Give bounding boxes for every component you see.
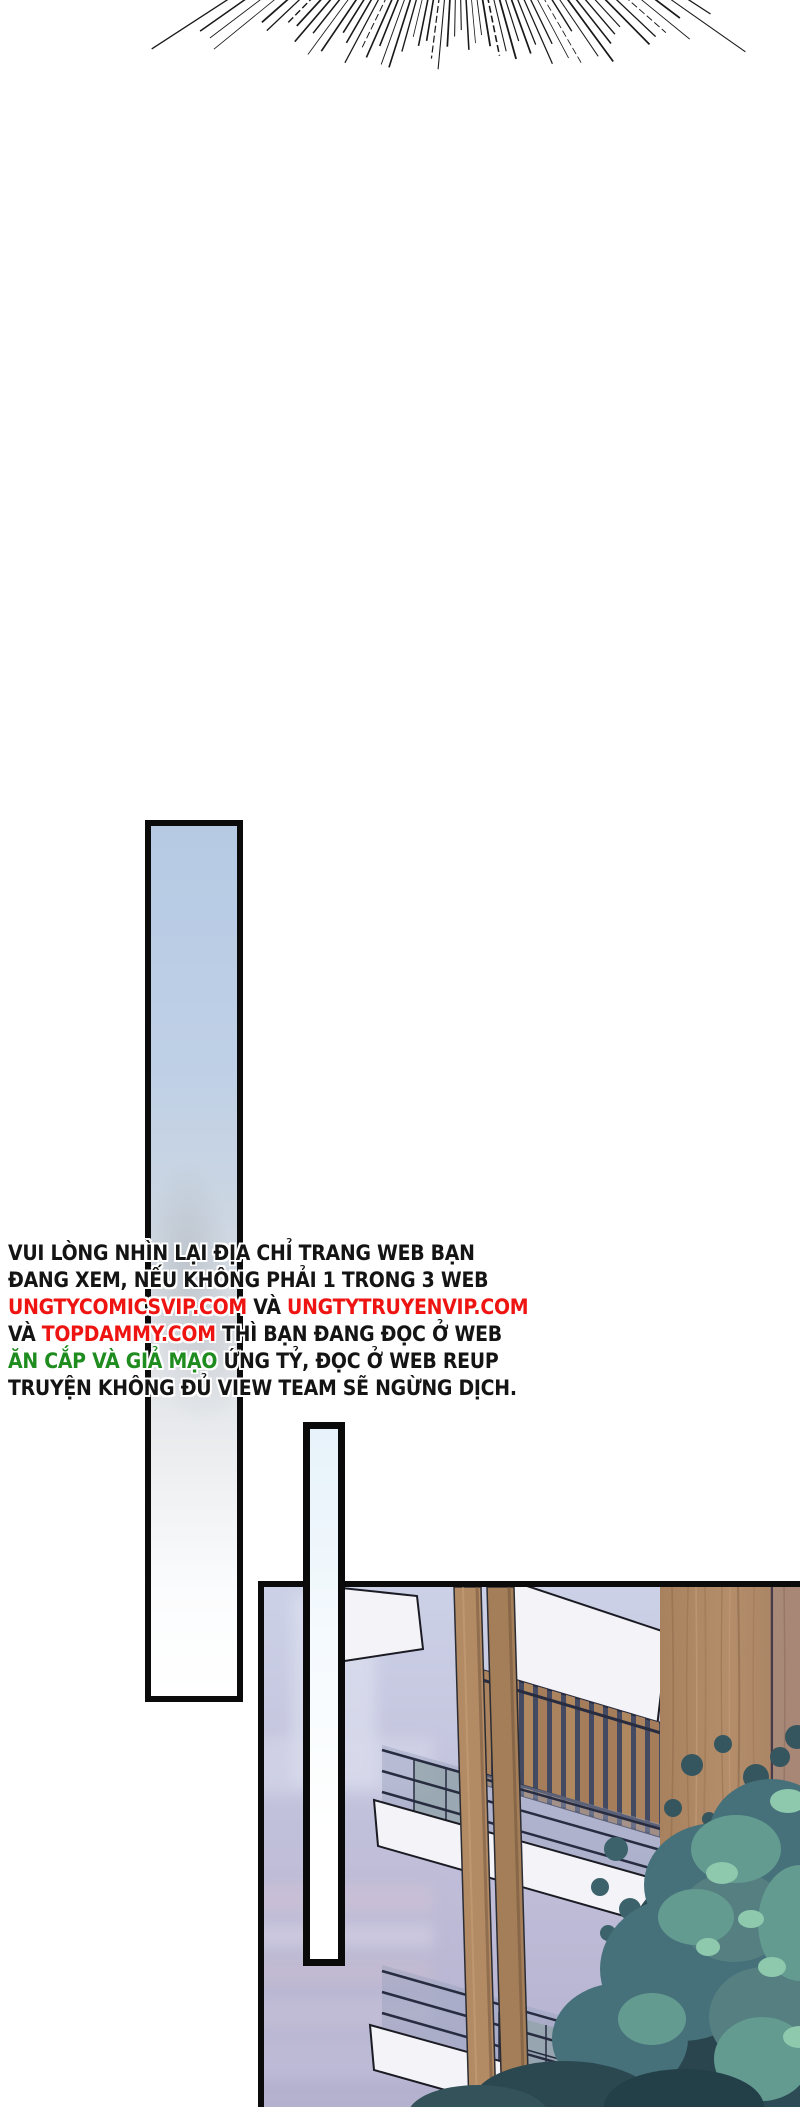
speed-line [342,0,365,34]
speed-line [320,0,358,52]
speed-line [594,0,621,28]
notice-segment: TOPDAMMY.COM [41,1322,216,1346]
speed-line [430,0,440,59]
speed-line [446,0,451,47]
speed-line [360,0,386,51]
speed-line [517,0,537,45]
speed-line [670,0,746,53]
speed-line [544,0,583,65]
speed-line [286,0,312,25]
speed-line [530,0,553,45]
speed-line [365,0,393,58]
speed-line [425,0,435,42]
notice-segment: ĐANG XEM, NẾU KHÔNG PHẢI 1 TRONG 3 WEB [8,1268,489,1292]
notice-segment: TRUYỆN KHÔNG ĐỦ VIEW TEAM SẼ NGỪNG DỊCH. [8,1376,517,1400]
panel-vertical-white [303,1422,345,1966]
speed-line [296,0,322,27]
speed-line [575,0,612,44]
speed-lines-burst [151,0,746,70]
speed-line [641,0,690,40]
speed-line [559,0,599,57]
speed-line [261,0,289,23]
tree-foliage [410,1725,800,2107]
speed-line [537,0,569,59]
notice-line: ĂN CẮP VÀ GIẢ MẠO ỨNG TỶ, ĐỌC Ở WEB REUP [8,1348,512,1375]
translator-notice: VUI LÒNG NHÌN LẠI ĐỊA CHỈ TRANG WEB BẠN Đ… [8,1240,568,1402]
notice-segment: VÀ [8,1322,42,1346]
speed-line [307,0,349,55]
speed-line [481,0,492,47]
speed-line [344,0,379,64]
notice-segment: UNGTYCOMICSVIP.COM [8,1295,247,1319]
speed-line [412,0,423,37]
speed-line [454,0,456,37]
notice-line: TRUYỆN KHÔNG ĐỦ VIEW TEAM SẼ NGỪNG DỊCH. [8,1375,517,1402]
speed-line [505,0,520,42]
notice-line: UNGTYCOMICSVIP.COM VÀ UNGTYTRUYENVIP.COM [8,1294,529,1321]
speed-line [654,0,681,19]
speed-line [378,0,399,47]
notice-segment: ĂN CẮP VÀ GIẢ MẠO [8,1349,218,1373]
speed-line [493,0,507,52]
notice-line: ĐANG XEM, NẾU KHÔNG PHẢI 1 TRONG 3 WEB [8,1267,512,1294]
notice-line: VUI LÒNG NHÌN LẠI ĐỊA CHỈ TRANG WEB BẠN [8,1240,512,1267]
panel-vertical-sky [145,820,243,1702]
speed-line [417,0,429,47]
speed-line [510,0,532,54]
speed-line [209,0,261,39]
speed-line [312,0,341,34]
speed-line [199,0,246,32]
speed-line [615,0,657,38]
wood-beams [453,1587,530,2107]
speed-line [584,0,616,35]
notice-segment: ỨNG TỶ, ĐỌC Ở WEB REUP [217,1349,499,1373]
speed-line [498,0,517,60]
speed-line [687,0,711,15]
notice-segment: THÌ BẠN ĐANG ĐỌC Ở WEB [215,1322,502,1346]
speed-line [437,0,445,70]
speed-line [388,0,412,68]
speed-line [523,0,553,64]
speed-line [604,0,651,45]
speed-line [460,0,462,31]
speed-line [476,0,483,36]
speed-line [266,0,301,32]
notice-line: VÀ TOPDAMMY.COM THÌ BẠN ĐANG ĐỌC Ở WEB [8,1321,512,1348]
speed-line [294,0,332,43]
speed-line [487,0,501,56]
speed-line [566,0,614,63]
speed-line [471,0,476,44]
speed-line [551,0,573,32]
balcony-slab-topleft [330,1587,425,1664]
speed-line [628,0,667,33]
speed-line [401,0,417,52]
speed-line [465,0,470,50]
notice-segment: VUI LÒNG NHÌN LẠI ĐỊA CHỈ TRANG WEB BẠN [8,1241,475,1265]
speed-line [345,0,373,44]
wood-beam-left [453,1587,497,2107]
speed-line [151,0,229,50]
notice-segment: VÀ [246,1295,288,1319]
notice-segment: UNGTYTRUYENVIP.COM [287,1295,529,1319]
wood-beam-right [486,1587,530,2107]
speed-line [380,0,405,65]
speed-line [213,0,275,50]
